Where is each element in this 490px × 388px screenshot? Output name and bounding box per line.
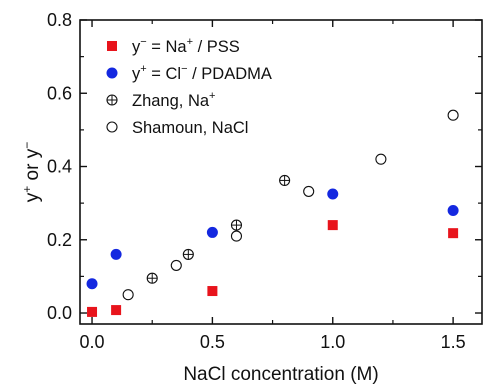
data-point-series-1: [111, 305, 122, 316]
data-point-series-3: [146, 272, 158, 284]
filled-circle-marker: [110, 248, 122, 260]
x-tick-label: 1.5: [441, 332, 466, 352]
y-axis-ticks: [80, 19, 482, 314]
open-circle-marker: [122, 289, 134, 301]
data-point-series-2: [110, 248, 122, 260]
data-point-series-1: [207, 286, 218, 297]
data-point-series-4: [122, 289, 134, 301]
legend-label-part: −: [181, 63, 187, 75]
square-marker: [327, 220, 338, 231]
data-point-series-1: [87, 306, 98, 317]
legend-label-part: = Na: [147, 38, 188, 56]
x-axis-ticks: [91, 20, 454, 324]
legend-label: y− = Na+ / PSS: [132, 36, 240, 56]
legend-label-part: +: [140, 63, 146, 75]
data-point-series-2: [327, 188, 339, 200]
data-point-series-4: [303, 185, 315, 197]
x-tick-label: 0.0: [80, 332, 105, 352]
y-axis-title-sup2: −: [20, 142, 34, 149]
legend-label-part: +: [187, 36, 193, 48]
filled-circle-marker: [447, 204, 459, 216]
open-circle-marker: [170, 259, 182, 271]
data-point-series-1: [448, 228, 459, 239]
y-tick-label: 0.6: [47, 83, 72, 103]
legend-marker: [107, 41, 117, 51]
legend-label-part: = Cl: [147, 65, 181, 83]
y-tick-label: 0.4: [47, 157, 72, 177]
filled-circle-marker: [86, 278, 98, 290]
legend-entry-3: Zhang, Na+: [106, 90, 215, 110]
x-tick-label: 1.0: [320, 332, 345, 352]
legend-entry-2: y+ = Cl− / PDADMA: [106, 63, 272, 83]
legend-entry-1: y− = Na+ / PSS: [107, 36, 240, 56]
y-tick-label: 0.0: [47, 303, 72, 323]
data-point-series-1: [327, 220, 338, 231]
data-point-series-3: [279, 174, 291, 186]
y-axis-title: y+ or y−: [20, 142, 43, 202]
legend-label-part: / PDADMA: [188, 65, 272, 83]
y-tick-label: 0.8: [47, 10, 72, 30]
legend-entry-4: Shamoun, NaCl: [106, 119, 248, 137]
y-axis-title-main: y: [22, 192, 43, 202]
data-point-series-3: [230, 219, 243, 231]
filled-circle-marker: [327, 188, 339, 200]
legend-label: Shamoun, NaCl: [132, 119, 248, 137]
data-point-series-2: [86, 278, 98, 290]
square-marker: [87, 306, 98, 317]
open-circle-marker: [375, 153, 387, 165]
data-point-series-3: [182, 248, 194, 260]
open-circle-marker: [303, 185, 315, 197]
data-point-series-2: [447, 204, 459, 216]
plot-frame: [79, 19, 483, 325]
x-axis-tick-labels: 0.0 0.5 1.0 1.5: [80, 332, 466, 352]
legend-marker: [106, 67, 118, 79]
data-point-series-4: [230, 230, 243, 242]
open-circle-marker: [230, 230, 243, 242]
square-marker: [448, 228, 459, 239]
x-axis-title: NaCl concentration (M): [183, 364, 378, 385]
open-circle-marker: [447, 109, 459, 121]
legend-label: Zhang, Na+: [132, 90, 215, 110]
square-marker: [207, 286, 218, 297]
y-axis-title-mid: or y: [22, 148, 43, 185]
data-point-series-4: [170, 259, 182, 271]
data-point-series-4: [375, 153, 387, 165]
square-marker: [111, 305, 122, 316]
square-marker: [107, 41, 117, 51]
legend-label: y+ = Cl− / PDADMA: [132, 63, 272, 83]
legend-label-part: +: [209, 90, 215, 102]
filled-circle-marker: [206, 226, 218, 238]
y-axis-tick-labels: 0.0 0.2 0.4 0.6 0.8: [47, 10, 72, 323]
data-point-series-2: [206, 226, 218, 238]
legend-label-part: y: [132, 65, 141, 83]
legend-label-part: Shamoun, NaCl: [132, 119, 248, 137]
legend-marker: [106, 94, 118, 106]
data-point-series-4: [447, 109, 459, 121]
legend-label-part: / PSS: [193, 38, 240, 56]
open-circle-marker: [106, 121, 118, 133]
x-tick-label: 0.5: [200, 332, 225, 352]
y-tick-label: 0.2: [47, 230, 72, 250]
legend-label-part: y: [132, 38, 141, 56]
legend-marker: [106, 121, 118, 133]
legend-label-part: Zhang, Na: [132, 92, 210, 110]
legend-label-part: −: [140, 36, 146, 48]
filled-circle-marker: [106, 67, 118, 79]
y-axis-title-sup1: +: [20, 186, 34, 193]
data-points: [86, 109, 459, 317]
